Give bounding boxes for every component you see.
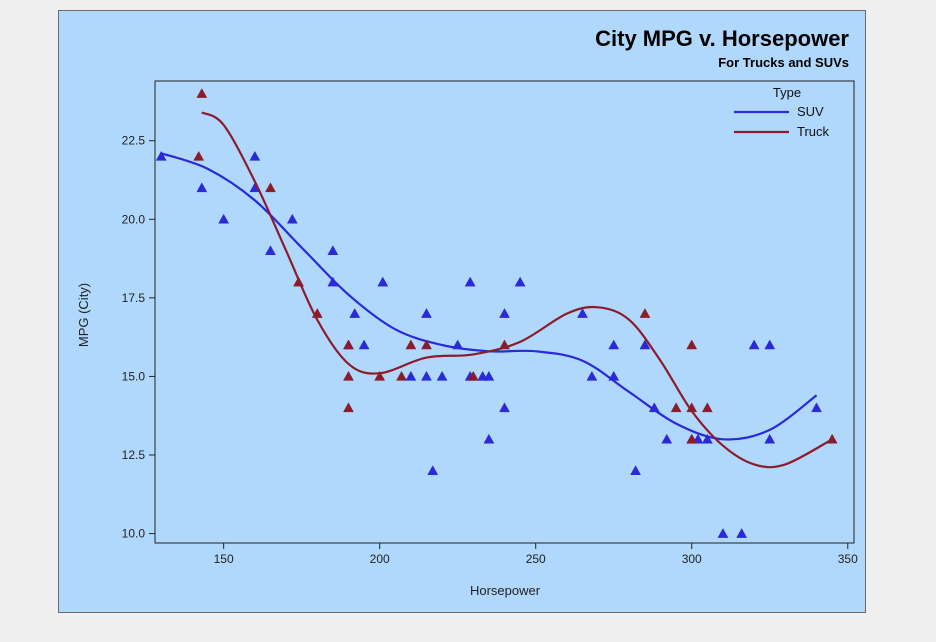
x-tick-label: 300 (682, 552, 702, 566)
x-tick-label: 200 (370, 552, 390, 566)
truck-point (701, 402, 713, 413)
legend-title: Type (773, 85, 801, 100)
suv-point (327, 245, 339, 255)
suv-point (577, 308, 588, 318)
suv-point (377, 276, 389, 287)
suv-point (514, 276, 526, 287)
suv-point (748, 339, 760, 350)
suv-point (155, 150, 167, 161)
truck-point (826, 433, 838, 444)
suv-point (218, 213, 230, 224)
x-tick-label: 250 (526, 552, 546, 566)
plot-border (154, 80, 855, 544)
truck-point (670, 402, 682, 413)
suv-point (608, 370, 620, 381)
truck-point (467, 370, 479, 381)
suv-point (764, 339, 776, 350)
suv-point (349, 308, 361, 318)
x-tick-label: 150 (214, 552, 234, 566)
suv-point (249, 150, 261, 161)
suv-point (483, 433, 495, 444)
truck-point (686, 402, 698, 413)
suv-point (736, 528, 748, 538)
plot-area: 150 200 250 300 350 10.0 12.5 15.0 17.5 20.0 22.5 (122, 80, 858, 566)
y-tick-label: 15.0 (122, 369, 146, 383)
truck-point (686, 339, 698, 350)
truck-point (265, 182, 276, 193)
suv-point (421, 308, 432, 318)
suv-point (499, 402, 510, 413)
suv-point (701, 433, 713, 444)
suv-point (421, 370, 432, 381)
truck-point (499, 339, 510, 350)
suv-fit-line (160, 152, 818, 441)
y-axis-label: MPG (City) (76, 283, 91, 347)
suv-point (427, 465, 439, 475)
chart-subtitle: For Trucks and SUVs (718, 55, 849, 70)
y-tick-label: 12.5 (122, 448, 146, 462)
truck-point (405, 339, 417, 350)
suv-point (639, 339, 651, 350)
truck-point (374, 370, 386, 381)
legend-label-truck: Truck (797, 124, 830, 139)
suv-point (327, 276, 339, 287)
suv-point (717, 528, 729, 538)
suv-point (648, 402, 660, 413)
truck-point (193, 150, 205, 161)
chart-title: City MPG v. Horsepower (595, 26, 849, 51)
truck-point (686, 433, 698, 444)
truck-point (293, 276, 304, 287)
suv-point (483, 370, 495, 381)
x-axis-label: Horsepower (470, 583, 541, 598)
suv-point (764, 433, 776, 444)
truck-fit-line (201, 111, 833, 469)
suv-point (811, 402, 822, 413)
suv-point (405, 370, 417, 381)
y-tick-label: 10.0 (122, 527, 146, 541)
truck-point (639, 308, 651, 318)
suv-point (464, 276, 476, 287)
legend-label-suv: SUV (797, 104, 824, 119)
suv-point (661, 433, 673, 444)
suv-point (452, 339, 464, 350)
truck-point (343, 370, 354, 381)
suv-point (630, 465, 641, 475)
legend: Type SUV Truck (734, 85, 830, 139)
suv-point (286, 213, 298, 224)
truck-point (396, 370, 407, 381)
chart-canvas: City MPG v. Horsepower For Trucks and SU… (76, 26, 858, 598)
truck-point (311, 308, 323, 318)
suv-point (586, 370, 598, 381)
suv-point (499, 308, 510, 318)
truck-point (196, 88, 208, 98)
suv-point (436, 370, 448, 381)
suv-point (358, 339, 370, 350)
chart-frame: City MPG v. Horsepower For Trucks and SU… (58, 10, 866, 613)
suv-point (265, 245, 276, 255)
y-tick-label: 22.5 (122, 134, 146, 148)
truck-point (421, 339, 432, 350)
y-tick-label: 20.0 (122, 212, 146, 226)
suv-point (196, 182, 208, 193)
truck-point (343, 402, 354, 413)
suv-point (608, 339, 620, 350)
x-tick-label: 350 (838, 552, 858, 566)
y-tick-label: 17.5 (122, 291, 146, 305)
truck-point (343, 339, 354, 350)
